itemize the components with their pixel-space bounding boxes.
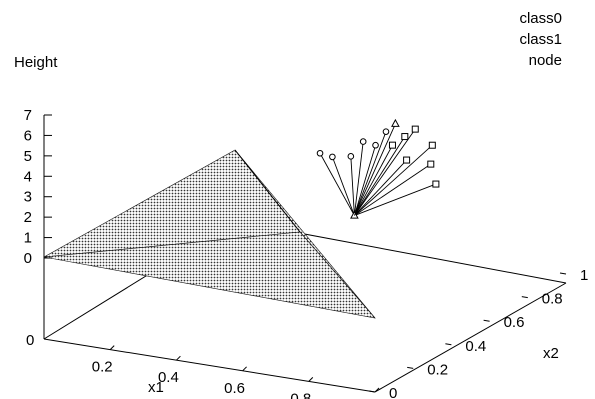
class1-point-3 xyxy=(403,156,411,164)
z-tick-label: 1 xyxy=(24,230,32,247)
y-tick-3 xyxy=(483,319,490,322)
surface-front-face xyxy=(43,231,376,319)
class1-point-6 xyxy=(432,180,440,188)
class0-point-0 xyxy=(316,149,324,157)
class0-stem-4 xyxy=(353,145,376,216)
class0-point-2 xyxy=(347,153,355,160)
x-tick-label: 0.8 xyxy=(290,390,311,399)
class1-stem-0 xyxy=(354,144,393,216)
x-tick-2 xyxy=(242,366,247,372)
class0-stem-2 xyxy=(350,156,355,216)
z-tick-label: 4 xyxy=(24,168,32,185)
class1-point-0 xyxy=(388,141,396,149)
class0-stem-0 xyxy=(319,153,355,216)
z-tick-label: 6 xyxy=(24,127,32,144)
y-tick-label: 0.6 xyxy=(504,314,525,331)
y-tick-label: 0 xyxy=(389,385,397,399)
node-point-1 xyxy=(391,118,400,127)
y-tick-2 xyxy=(445,343,452,346)
y-tick-label: 0.8 xyxy=(542,291,563,308)
y-tick-label: 1 xyxy=(580,267,588,284)
z-tick-label: 7 xyxy=(24,107,32,124)
class0-stem-1 xyxy=(331,156,355,216)
y-tick-label: 0.4 xyxy=(465,338,486,355)
class1-stem-1 xyxy=(354,136,406,216)
y-tick-5 xyxy=(559,272,567,275)
node-stem-1 xyxy=(353,123,396,216)
class1-point-2 xyxy=(411,125,419,133)
y-axis-title: x2 xyxy=(543,345,559,362)
legend-class1: class1 xyxy=(519,31,562,48)
y-tick-4 xyxy=(521,296,528,299)
class1-point-5 xyxy=(427,160,435,168)
class0-stem-5 xyxy=(353,131,387,216)
z-axis-title: Height xyxy=(14,54,58,71)
y-axis-line xyxy=(374,282,567,393)
x-tick-label: 0.4 xyxy=(158,369,179,386)
x-ticks: 0.20.40.60.81 xyxy=(92,345,380,399)
class1-point-4 xyxy=(428,141,436,149)
class1-stem-6 xyxy=(354,183,437,216)
surface-ridge xyxy=(234,149,301,233)
x-tick-1 xyxy=(176,355,181,361)
class1-stem-3 xyxy=(354,159,407,216)
class0-point-3 xyxy=(359,138,367,145)
y-ticks: 0 0.2 0.4 0.6 0.8 1 xyxy=(368,267,588,399)
data-points xyxy=(316,118,440,219)
x-tick-4 xyxy=(374,387,380,393)
x-axis-title: x1 xyxy=(148,379,164,396)
class1-stem-5 xyxy=(354,163,432,216)
x-tick-label: 0.6 xyxy=(224,380,245,397)
class1-point-1 xyxy=(401,133,409,141)
z-ticks: 0 1 2 3 4 5 6 7 xyxy=(24,107,52,267)
z-tick-label: 0 xyxy=(24,250,32,267)
class1-stem-4 xyxy=(354,144,433,216)
y-tick-0 xyxy=(368,390,376,393)
z-tick-label: 2 xyxy=(24,209,32,226)
legend-class0: class0 xyxy=(519,10,562,27)
x-axis-line xyxy=(43,338,376,393)
x-tick-0 xyxy=(109,345,115,350)
x-tick-label: 0.2 xyxy=(92,359,113,376)
class0-point-5 xyxy=(382,128,390,135)
legend-node: node xyxy=(529,52,562,69)
x-tick-3 xyxy=(308,377,314,382)
class0-point-1 xyxy=(329,153,336,161)
y-tick-label: 0.2 xyxy=(427,361,448,378)
class1-stem-2 xyxy=(354,128,416,216)
class0-point-4 xyxy=(372,141,379,149)
z-tick-label: 3 xyxy=(24,189,32,206)
floor-corner-label: 0 xyxy=(26,332,34,349)
z-tick-label: 5 xyxy=(24,148,32,165)
class0-stem-3 xyxy=(353,141,364,216)
y-tick-1 xyxy=(407,366,414,369)
